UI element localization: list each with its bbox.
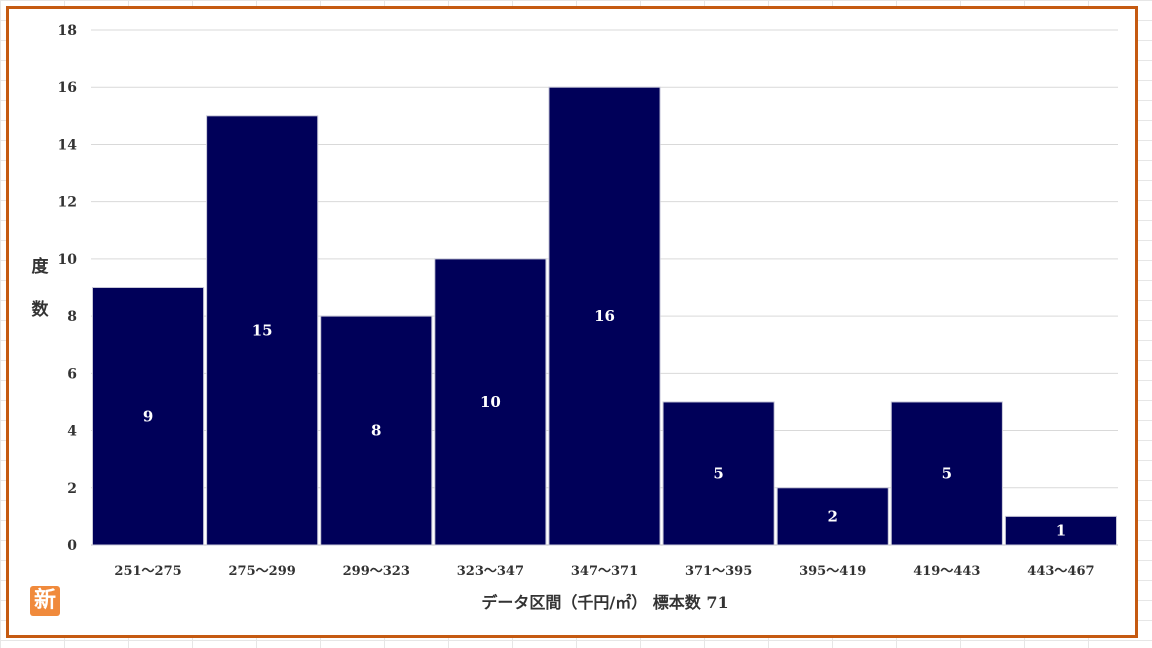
- x-tick-label: 347〜371: [571, 564, 638, 579]
- y-tick-label: 18: [58, 23, 77, 39]
- bar-value-label: 2: [828, 507, 838, 525]
- bar: [662, 401, 775, 546]
- x-tick-label: 275〜299: [229, 564, 296, 579]
- data-labels: 9 15 8 10 16 5 2 5 1: [143, 307, 1066, 540]
- bar: [434, 258, 547, 546]
- y-axis-label-char-1: 度: [32, 256, 50, 277]
- bar-value-label: 9: [143, 407, 153, 425]
- y-axis-label-char-2: 数: [32, 299, 50, 320]
- bar-value-label: 5: [713, 464, 723, 482]
- bars: [92, 86, 1118, 546]
- bar: [890, 401, 1003, 546]
- y-tick-label: 14: [58, 137, 78, 153]
- y-tick-label: 10: [58, 252, 78, 268]
- y-tick-label: 8: [67, 309, 77, 325]
- x-tick-label: 323〜347: [457, 564, 524, 579]
- bar: [776, 487, 889, 546]
- y-tick-label: 0: [67, 538, 77, 554]
- y-tick-label: 6: [67, 366, 77, 382]
- new-badge-icon: 新: [30, 586, 60, 616]
- bar: [206, 115, 319, 546]
- x-axis-label: データ区間（千円/㎡） 標本数 71: [481, 593, 728, 612]
- bar-value-label: 15: [252, 321, 273, 339]
- bar-value-label: 1: [1056, 522, 1066, 540]
- bar-value-label: 16: [594, 307, 615, 325]
- x-tick-label: 251〜275: [114, 564, 181, 579]
- x-tick-label: 299〜323: [343, 564, 410, 579]
- bar: [548, 86, 661, 546]
- y-tick-label: 16: [58, 80, 77, 96]
- x-tick-label: 419〜443: [913, 564, 980, 579]
- bar-value-label: 8: [371, 422, 381, 440]
- y-tick-label: 12: [58, 195, 77, 211]
- bar-value-label: 10: [480, 393, 501, 411]
- bar: [92, 287, 205, 546]
- x-tick-label: 395〜419: [799, 564, 866, 579]
- x-tick-label: 371〜395: [685, 564, 752, 579]
- bar: [320, 315, 433, 546]
- bar-value-label: 5: [942, 464, 952, 482]
- y-tick-label: 4: [67, 424, 77, 440]
- x-tick-label: 443〜467: [1027, 564, 1094, 579]
- y-tick-label: 2: [67, 481, 77, 497]
- bar: [1004, 515, 1118, 546]
- x-axis-categories: 251〜275 275〜299 299〜323 323〜347 347〜371 371〜3…: [114, 564, 1094, 579]
- y-axis-ticks: 0 2 4 6 8 10 12 14 16 18: [58, 23, 78, 554]
